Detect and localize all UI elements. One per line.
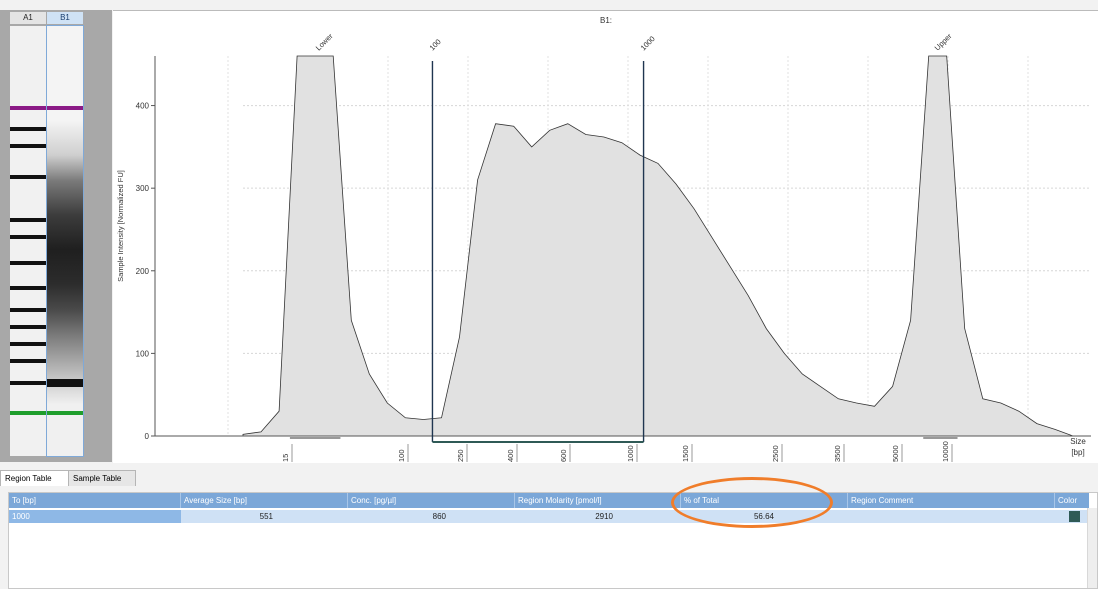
ladder-band [10, 286, 46, 291]
tab-region-table[interactable]: Region Table [0, 470, 70, 486]
col-to-bp[interactable]: To [bp] [9, 493, 181, 508]
ladder-band [10, 380, 46, 385]
table-tabs: Region Table Sample Table [0, 470, 1098, 486]
ladder-band [10, 342, 46, 347]
cell-region-molarity: 2910 [595, 512, 613, 521]
y-tick-label: 400 [136, 102, 150, 111]
x-tick-label: 2500 [771, 445, 780, 462]
x-tick-label: 250 [456, 449, 465, 462]
sample-trace [242, 55, 1074, 437]
cell-region-comment[interactable] [848, 510, 1055, 523]
ladder-band [10, 174, 46, 179]
peak-label: Lower [314, 31, 335, 52]
ladder-band [10, 234, 46, 239]
cell-concentration: 860 [432, 512, 446, 521]
sample-lane[interactable] [46, 25, 84, 457]
lane-header-a1[interactable]: A1 [10, 12, 46, 24]
col-color[interactable]: Color [1058, 496, 1078, 505]
x-tick-label: 1000 [626, 445, 635, 462]
ladder-lane[interactable] [10, 26, 46, 456]
electropherogram-plot: 0 100 200 300 400 Lower 100 1000 Upper 15 100 250 40… [113, 10, 1098, 463]
tab-sample-table[interactable]: Sample Table [68, 470, 136, 486]
y-tick-label: 200 [136, 267, 150, 276]
x-tick-label: 5000 [891, 445, 900, 462]
peak-label: Upper [933, 31, 954, 52]
ladder-band [10, 105, 46, 110]
x-tick-label: 100 [397, 449, 406, 462]
y-axis-label: Sample Intensity [Normalized FU] [116, 170, 125, 282]
col-region-molarity[interactable]: Region Molarity [pmol/l] [515, 493, 681, 508]
ladder-band [10, 411, 46, 415]
x-axis-unit: [bp] [1071, 448, 1084, 457]
region-color-swatch[interactable] [1069, 511, 1080, 522]
x-tick-label: 3500 [833, 445, 842, 462]
x-tick-label: 10000 [941, 441, 950, 462]
x-tick-label: 15 [281, 454, 290, 462]
cell-to-bp: 1000 [9, 510, 181, 523]
peak-label: 1000 [639, 34, 657, 52]
electropherogram-chart: 0 100 200 300 400 Lower 100 1000 Upper 15 100 250 40… [116, 16, 1091, 462]
y-tick-label: 300 [136, 184, 150, 193]
upper-marker-band [47, 105, 83, 110]
y-tick-label: 0 [145, 432, 150, 441]
sample-band [47, 378, 83, 387]
ladder-band [10, 144, 46, 149]
y-tick-label: 100 [136, 349, 150, 358]
x-tick-label: 1500 [681, 445, 690, 462]
region-table: To [bp] Average Size [bp] Conc. [pg/µl] … [8, 492, 1098, 589]
table-header: To [bp] Average Size [bp] Conc. [pg/µl] … [9, 493, 1089, 508]
x-tick-label: 400 [506, 449, 515, 462]
lower-marker-band [47, 411, 83, 415]
col-concentration[interactable]: Conc. [pg/µl] [348, 493, 515, 508]
x-axis-label: Size [1070, 437, 1086, 446]
ladder-band [10, 307, 46, 312]
cell-average-size: 551 [259, 512, 273, 521]
ladder-band [10, 217, 46, 222]
peak-label: 100 [428, 37, 443, 52]
chart-title: B1: [600, 16, 612, 25]
ladder-band [10, 260, 46, 265]
lane-header-b1[interactable]: B1 [47, 12, 83, 24]
highlight-circle [671, 477, 833, 528]
col-region-comment[interactable]: Region Comment [848, 493, 1055, 508]
table-scrollbar[interactable] [1087, 508, 1097, 588]
col-average-size[interactable]: Average Size [bp] [181, 493, 348, 508]
table-row[interactable]: 1000 551 860 2910 56.64 [9, 510, 1089, 523]
x-tick-label: 600 [559, 449, 568, 462]
ladder-band [10, 325, 46, 329]
gel-image-panel: A1 B1 [0, 10, 112, 462]
ladder-band [10, 359, 46, 364]
ladder-band [10, 127, 46, 132]
